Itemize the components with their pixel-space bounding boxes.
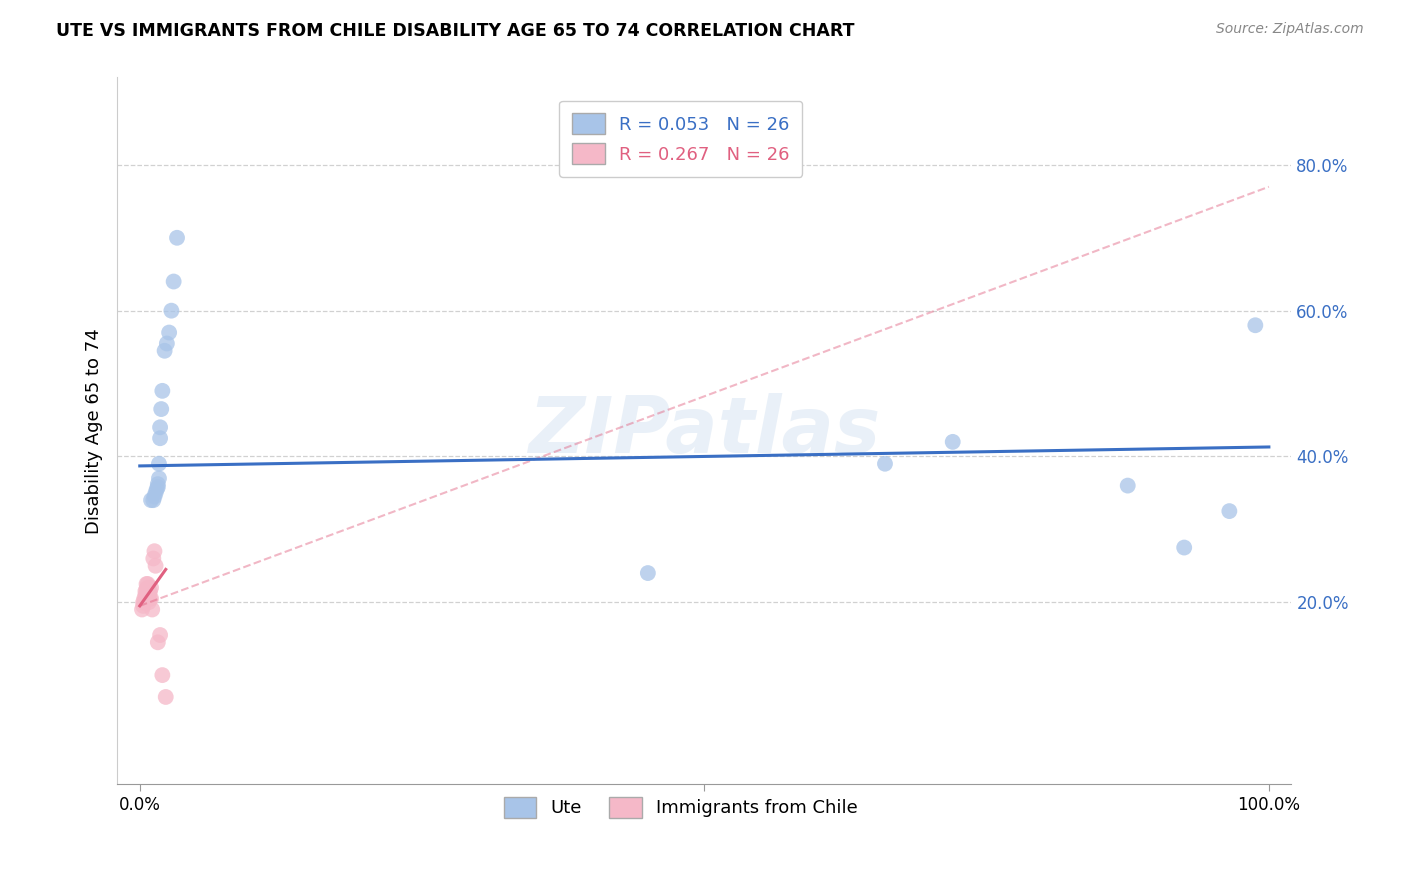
Point <box>132 595 155 609</box>
Point <box>145 482 167 496</box>
Point <box>148 471 170 485</box>
Point <box>153 343 176 358</box>
Point <box>138 588 160 602</box>
Point <box>143 490 166 504</box>
Point <box>138 595 160 609</box>
Point <box>139 493 162 508</box>
Point <box>150 384 173 398</box>
Point <box>150 668 173 682</box>
Point <box>163 275 186 289</box>
Point <box>873 457 896 471</box>
Point <box>166 231 188 245</box>
Point <box>145 558 167 573</box>
Point <box>132 599 155 613</box>
Point <box>146 635 169 649</box>
Point <box>149 628 172 642</box>
Point <box>146 480 169 494</box>
Point <box>134 595 156 609</box>
Point <box>138 584 160 599</box>
Point <box>146 477 169 491</box>
Point <box>1218 504 1240 518</box>
Point <box>142 493 165 508</box>
Point <box>148 457 170 471</box>
Point <box>1116 478 1139 492</box>
Point <box>160 303 183 318</box>
Point <box>149 431 172 445</box>
Point <box>139 581 162 595</box>
Point <box>134 591 156 606</box>
Point <box>135 582 157 596</box>
Point <box>139 584 162 599</box>
Text: Source: ZipAtlas.com: Source: ZipAtlas.com <box>1216 22 1364 37</box>
Text: ZIPatlas: ZIPatlas <box>529 393 880 469</box>
Point <box>142 551 165 566</box>
Point <box>143 544 166 558</box>
Point <box>139 591 162 606</box>
Text: UTE VS IMMIGRANTS FROM CHILE DISABILITY AGE 65 TO 74 CORRELATION CHART: UTE VS IMMIGRANTS FROM CHILE DISABILITY … <box>56 22 855 40</box>
Y-axis label: Disability Age 65 to 74: Disability Age 65 to 74 <box>86 328 103 533</box>
Point <box>141 602 163 616</box>
Point <box>942 434 965 449</box>
Point <box>134 584 156 599</box>
Point <box>155 690 177 704</box>
Point <box>637 566 659 580</box>
Point <box>136 577 159 591</box>
Point <box>139 591 162 606</box>
Point <box>1244 318 1267 333</box>
Point <box>150 402 173 417</box>
Legend: Ute, Immigrants from Chile: Ute, Immigrants from Chile <box>496 789 865 825</box>
Point <box>136 581 159 595</box>
Point <box>156 336 179 351</box>
Point <box>131 602 153 616</box>
Point <box>1173 541 1195 555</box>
Point <box>149 420 172 434</box>
Point <box>145 486 167 500</box>
Point <box>134 588 156 602</box>
Point <box>135 577 157 591</box>
Point <box>157 326 180 340</box>
